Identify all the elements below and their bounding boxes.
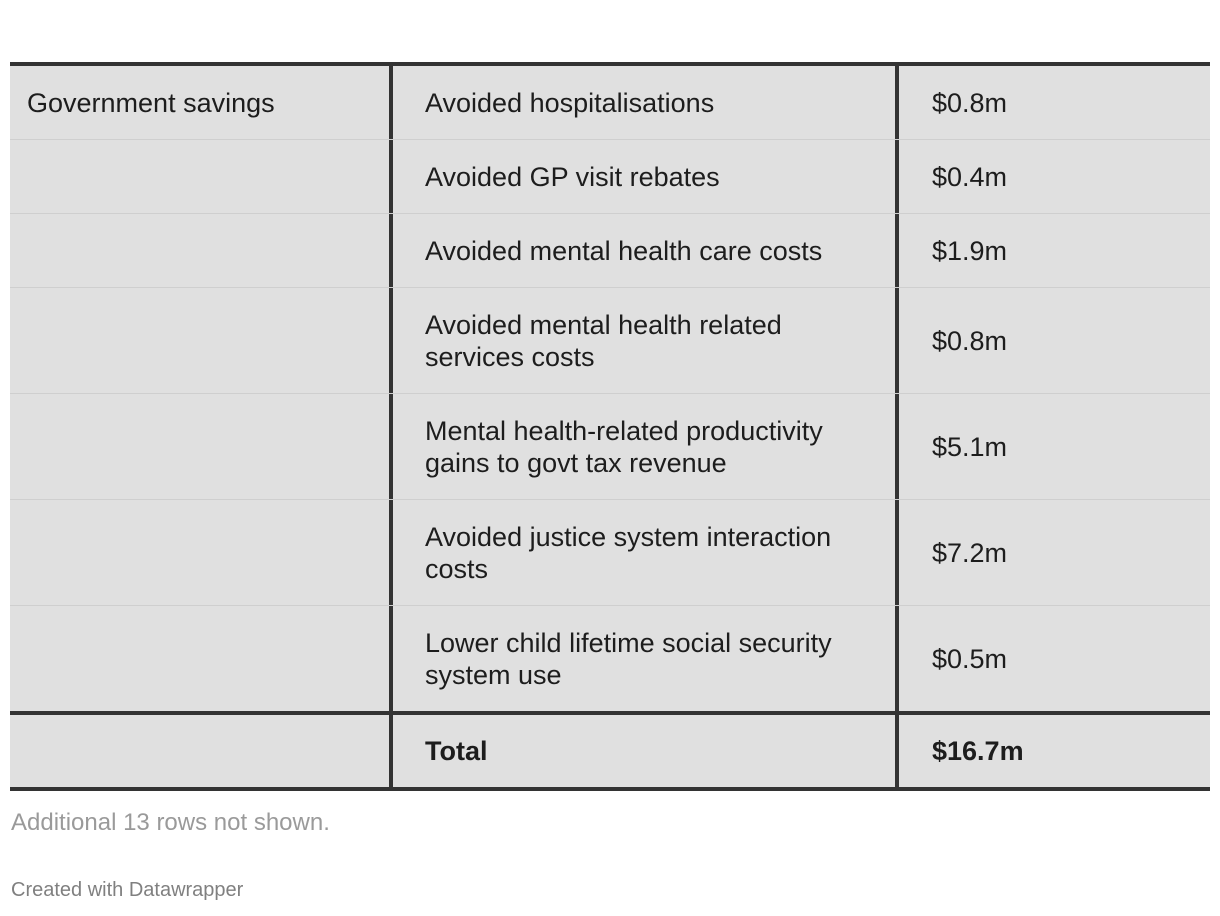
total-category-cell — [10, 715, 393, 787]
item-cell: Avoided mental health care costs — [393, 214, 899, 287]
value-cell: $0.5m — [932, 643, 1008, 674]
category-cell — [10, 288, 393, 393]
data-table: Government savings Avoided hospitalisati… — [10, 62, 1210, 791]
table-row: Avoided justice system interaction costs… — [10, 500, 1210, 606]
item-cell: Avoided justice system interaction costs — [393, 500, 899, 605]
value-cell: $5.1m — [932, 431, 1008, 462]
total-value: $16.7m — [932, 736, 1024, 766]
category-cell — [10, 140, 393, 213]
item-cell: Mental health-related productivity gains… — [393, 394, 899, 499]
value-cell: $0.8m — [932, 87, 1008, 118]
item-cell: Lower child lifetime social security sys… — [393, 606, 899, 711]
table-row: Avoided mental health care costs $1.9m — [10, 214, 1210, 288]
category-cell — [10, 394, 393, 499]
item-cell: Avoided mental health related services c… — [393, 288, 899, 393]
item-cell: Avoided GP visit rebates — [393, 140, 899, 213]
table-row: Lower child lifetime social security sys… — [10, 606, 1210, 711]
category-cell — [10, 606, 393, 711]
total-row: Total $16.7m — [10, 711, 1210, 787]
table-row: Avoided mental health related services c… — [10, 288, 1210, 394]
table-row: Avoided GP visit rebates $0.4m — [10, 140, 1210, 214]
datawrapper-credit: Created with Datawrapper — [11, 879, 244, 901]
table-row: Mental health-related productivity gains… — [10, 394, 1210, 500]
table-row: Government savings Avoided hospitalisati… — [10, 66, 1210, 140]
item-cell: Avoided hospitalisations — [393, 66, 899, 139]
value-cell: $0.4m — [932, 161, 1008, 192]
rows-hidden-note: Additional 13 rows not shown. — [11, 809, 330, 836]
value-cell: $0.8m — [932, 325, 1008, 356]
category-cell — [10, 214, 393, 287]
category-cell — [10, 500, 393, 605]
value-cell: $1.9m — [932, 235, 1008, 266]
total-label: Total — [393, 715, 899, 787]
value-cell: $7.2m — [932, 537, 1008, 568]
category-cell: Government savings — [10, 66, 393, 139]
